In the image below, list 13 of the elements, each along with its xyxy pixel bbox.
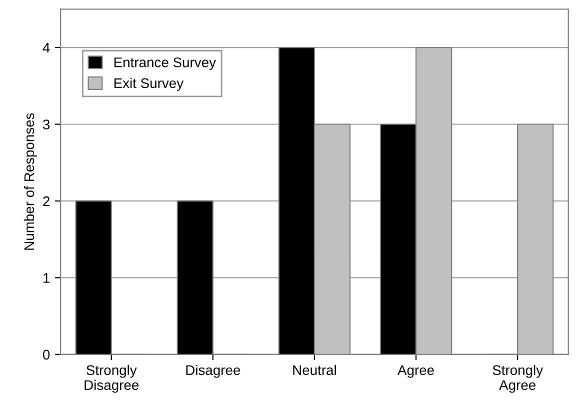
x-tick-label: Strongly Disagree [84,364,139,393]
x-tick-label: Agree [398,365,434,378]
legend-label: Entrance Survey [114,57,216,70]
y-tick-label: 2 [43,196,50,206]
y-tick-label: 1 [44,273,50,283]
y-tick-label: 4 [42,42,50,53]
y-axis-title: Number of Responses [24,113,37,250]
x-tick-label: Strongly Agree [492,364,544,393]
x-tick-label: Disagree [186,364,240,378]
y-tick-label: 0 [42,350,50,360]
legend-label: Exit Survey [114,78,184,91]
y-tick-label: 3 [42,120,50,130]
x-tick-label: Neutral [293,364,336,376]
